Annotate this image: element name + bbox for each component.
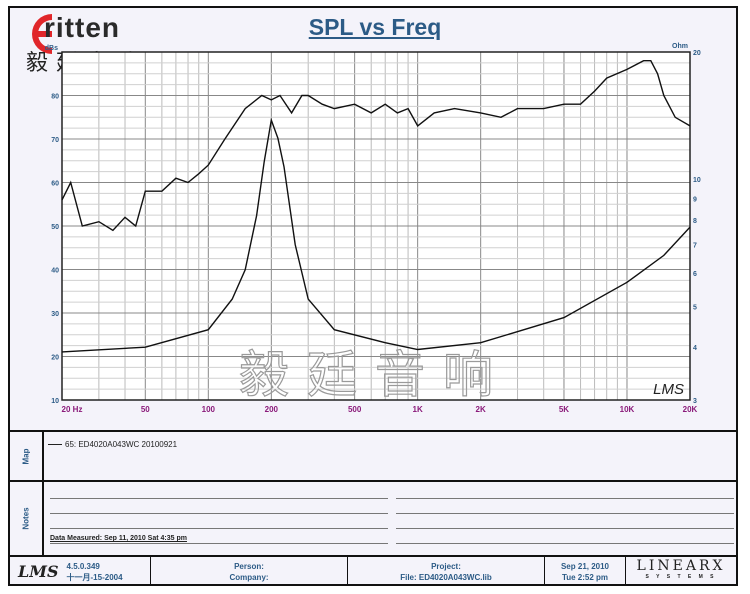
x-tick-label: 5K — [559, 405, 569, 414]
legend-text: 65: ED4020A043WC 20100921 — [65, 440, 178, 449]
y-tick-label-right: 4 — [693, 345, 697, 352]
notes-line — [396, 528, 734, 529]
x-tick-label: 1K — [413, 405, 423, 414]
file-label: File: ED4020A043WC.lib — [400, 572, 492, 582]
spl-chart: 毅廷音响 20 Hz 50 100 200 500 1K 2K 5K 10K 20K 10 20 30 40… — [45, 43, 701, 414]
x-tick-label: 10K — [620, 405, 635, 414]
linearx-logo: LINEARX S Y S T E M S — [636, 557, 726, 580]
y-tick-label-right: 5 — [693, 304, 697, 311]
y-tick-label-right: 20 — [693, 50, 701, 57]
y-tick-label-left: 40 — [51, 268, 59, 275]
plot-border — [61, 51, 691, 401]
map-legend-entry: 65: ED4020A043WC 20100921 — [48, 440, 177, 449]
legend-line-swatch — [48, 444, 62, 445]
y-tick-label-right: 3 — [693, 398, 697, 405]
notes-line — [396, 513, 734, 514]
x-tick-label: 20 Hz — [62, 405, 83, 414]
logo-red-e-icon — [32, 14, 52, 54]
x-tick-label: 50 — [141, 405, 150, 414]
y-tick-label-right: 8 — [693, 218, 697, 225]
notes-line — [396, 543, 734, 544]
x-tick-label: 100 — [202, 405, 216, 414]
spl-curve — [61, 60, 691, 232]
x-tick-label: 200 — [265, 405, 279, 414]
version: 4.5.0.349 — [66, 561, 100, 571]
y-tick-label-left: 70 — [51, 137, 59, 144]
company-label: Company: — [229, 572, 269, 582]
impedance-curve — [61, 117, 691, 353]
time: Tue 2:52 pm — [561, 572, 609, 582]
chart-title: SPL vs Freq — [308, 14, 442, 40]
build-date: 十一月-15-2004 — [66, 572, 123, 582]
footer-lms: LMS 4.5.0.349 十一月-15-2004 — [10, 557, 151, 586]
y-tick-label-right: 7 — [693, 243, 697, 250]
notes-line — [50, 513, 388, 514]
footer-person: Person: Company: — [151, 557, 348, 586]
data-measured: Data Measured: Sep 11, 2010 Sat 4:35 pm — [50, 535, 187, 542]
footer-project: Project: File: ED4020A043WC.lib — [348, 557, 545, 586]
notes-label: Notes — [10, 482, 44, 555]
y-tick-label-left: 50 — [51, 224, 59, 231]
footer: LMS 4.5.0.349 十一月-15-2004 Person: Compan… — [10, 555, 736, 586]
x-tick-label: 2K — [476, 405, 486, 414]
y-axis-label-left: dBs — [45, 45, 58, 52]
lms-logo: LMS — [18, 562, 59, 581]
y-tick-label-right: 6 — [693, 271, 697, 278]
y-tick-label-left: 30 — [51, 311, 59, 318]
x-tick-label: 20K — [683, 405, 698, 414]
y-tick-label-left: 20 — [51, 355, 59, 362]
y-tick-label-left: 10 — [51, 398, 59, 405]
x-tick-label: 500 — [348, 405, 362, 414]
y-axis-label-right: Ohm — [672, 43, 688, 50]
map-label: Map — [10, 432, 44, 480]
notes-line — [50, 528, 388, 529]
y-tick-label-left: 60 — [51, 181, 59, 188]
logo-brand: ritten — [44, 12, 120, 43]
y-tick-label-right: 10 — [693, 177, 701, 184]
y-tick-label-right: 9 — [693, 196, 697, 203]
map-panel: Map 65: ED4020A043WC 20100921 — [10, 430, 736, 480]
footer-date: Sep 21, 2010 Tue 2:52 pm — [545, 557, 626, 586]
date: Sep 21, 2010 — [560, 561, 610, 571]
notes-line — [396, 498, 734, 499]
person-label: Person: — [234, 561, 264, 571]
notes-line — [50, 498, 388, 499]
plot-lms-logo: LMS — [653, 381, 684, 398]
watermark: 毅廷音响 — [239, 347, 511, 403]
project-label: Project: — [431, 561, 461, 571]
notes-line — [50, 543, 388, 544]
notes-panel: Notes Data Measured: Sep 11, 2010 Sat 4:… — [10, 480, 736, 555]
y-tick-label-left: 80 — [51, 94, 59, 101]
